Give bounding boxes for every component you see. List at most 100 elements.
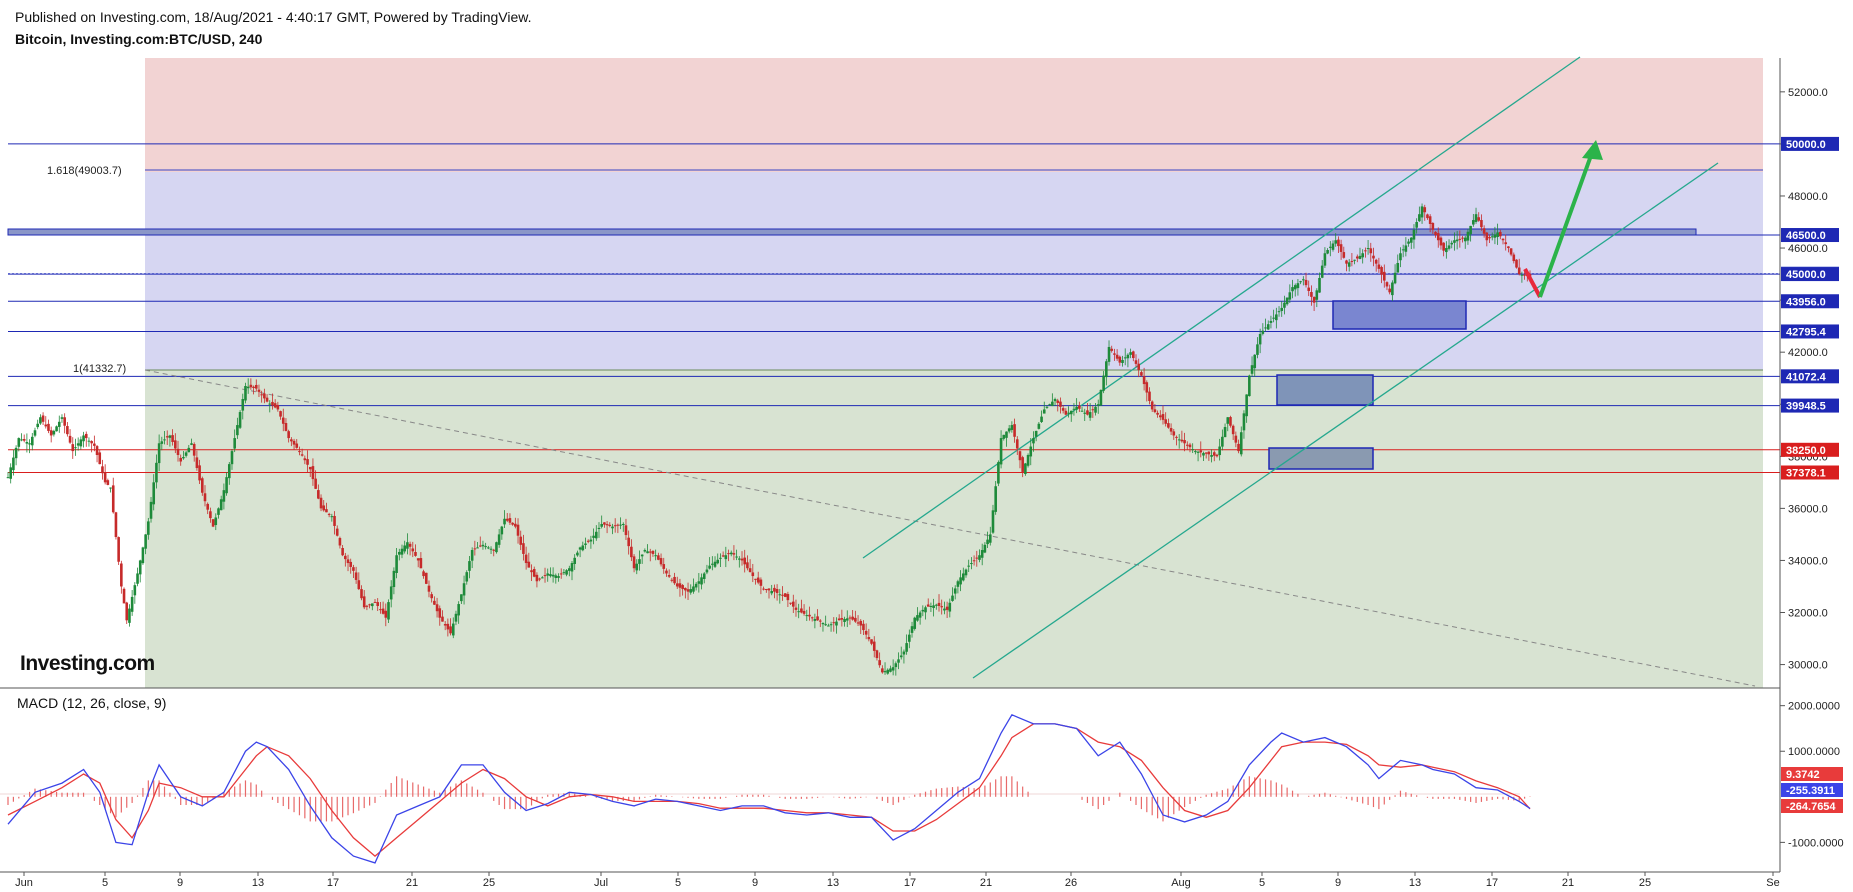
candle-body [63, 417, 66, 426]
candle-body [813, 619, 817, 621]
candle-body [260, 394, 263, 396]
candle-body [570, 563, 574, 572]
candle-body [157, 443, 161, 464]
candle-body [1199, 450, 1203, 453]
price-level-label: 50000.0 [1786, 139, 1826, 151]
candle-body [487, 547, 490, 549]
candle-body [457, 604, 460, 616]
candle-body [330, 516, 334, 518]
candle-body [530, 570, 533, 573]
candle-body [1296, 283, 1300, 289]
candle-body [659, 558, 663, 565]
candle-body [1299, 281, 1302, 283]
candle-body [1358, 255, 1362, 259]
candle-body [616, 524, 620, 526]
candle-body [508, 518, 512, 523]
candle-body [1355, 256, 1359, 259]
candle-body [1458, 238, 1462, 240]
candle-body [1515, 259, 1518, 268]
price-level-badge [1781, 228, 1839, 243]
candle-body [1140, 372, 1143, 376]
candle-body [1334, 240, 1338, 244]
candle-body [810, 617, 814, 619]
candle-body [1345, 260, 1348, 264]
candle-body [1307, 287, 1311, 291]
candle-body [1493, 234, 1497, 238]
candle-body [870, 639, 873, 644]
price-level-label: 46500.0 [1786, 230, 1826, 242]
candle-body [1256, 344, 1259, 355]
candle-body [1385, 282, 1389, 287]
candle-body [1391, 282, 1394, 296]
price-level-label: 37378.1 [1786, 467, 1826, 479]
candle-body [1078, 405, 1081, 409]
candle-body [1042, 409, 1046, 414]
candle-body [708, 565, 711, 569]
candle-body [200, 478, 204, 493]
candle-body [36, 423, 39, 428]
candle-body [961, 573, 965, 581]
candle-body [945, 606, 949, 610]
candle-body [689, 589, 693, 593]
candle-body [740, 558, 744, 561]
candle-body [905, 643, 908, 652]
candle-body [643, 550, 647, 552]
candle-body [997, 462, 1000, 484]
candle-body [133, 585, 137, 596]
candle-body [1280, 307, 1284, 311]
candle-body [1134, 360, 1138, 364]
candle-body [673, 576, 676, 584]
candle-body [721, 555, 725, 557]
candle-body [430, 594, 433, 599]
candle-body [1364, 250, 1367, 252]
candle-body [899, 655, 903, 658]
candle-body [1167, 423, 1170, 428]
candle-body [306, 459, 309, 465]
candle-body [640, 554, 644, 557]
candle-body [1507, 246, 1510, 249]
candle-body [317, 490, 320, 499]
candle-body [30, 436, 34, 446]
candle-body [875, 650, 879, 659]
candle-body [978, 555, 981, 560]
demand-box-middle [1276, 374, 1374, 406]
candle-body [829, 624, 833, 626]
candle-body [1463, 237, 1467, 242]
candle-body [959, 577, 962, 585]
candle-body [1310, 292, 1313, 297]
macd-title: MACD (12, 26, close, 9) [17, 695, 166, 711]
candle-body [484, 546, 487, 548]
candle-body [624, 525, 628, 536]
candle-body [1250, 365, 1254, 374]
candle-body [1194, 451, 1197, 453]
candle-body [244, 386, 247, 401]
candle-body [1010, 425, 1014, 430]
candle-body [192, 444, 196, 456]
candle-body [249, 384, 253, 388]
candle-body [144, 534, 147, 549]
candle-body [354, 572, 358, 580]
candle-body [1509, 248, 1513, 255]
candle-body [1480, 219, 1483, 228]
candle-body [519, 536, 523, 545]
candle-body [840, 618, 844, 620]
candle-body [292, 440, 296, 445]
candle-body [872, 641, 876, 651]
time-tick-label: 5 [675, 877, 681, 889]
candle-body [999, 438, 1003, 465]
candle-body [416, 558, 420, 561]
candle-body [913, 617, 917, 629]
candle-body [481, 544, 485, 547]
candle-body [1312, 296, 1316, 303]
candle-body [1086, 410, 1089, 415]
candle-body [1015, 439, 1019, 449]
candle-body [862, 623, 865, 631]
candle-body [12, 457, 15, 471]
candle-body [1156, 412, 1159, 415]
candle-body [241, 399, 245, 411]
candle-body [910, 626, 914, 633]
candle-body [505, 518, 509, 521]
candle-body [1021, 457, 1024, 472]
macd-histogram [7, 776, 1531, 822]
